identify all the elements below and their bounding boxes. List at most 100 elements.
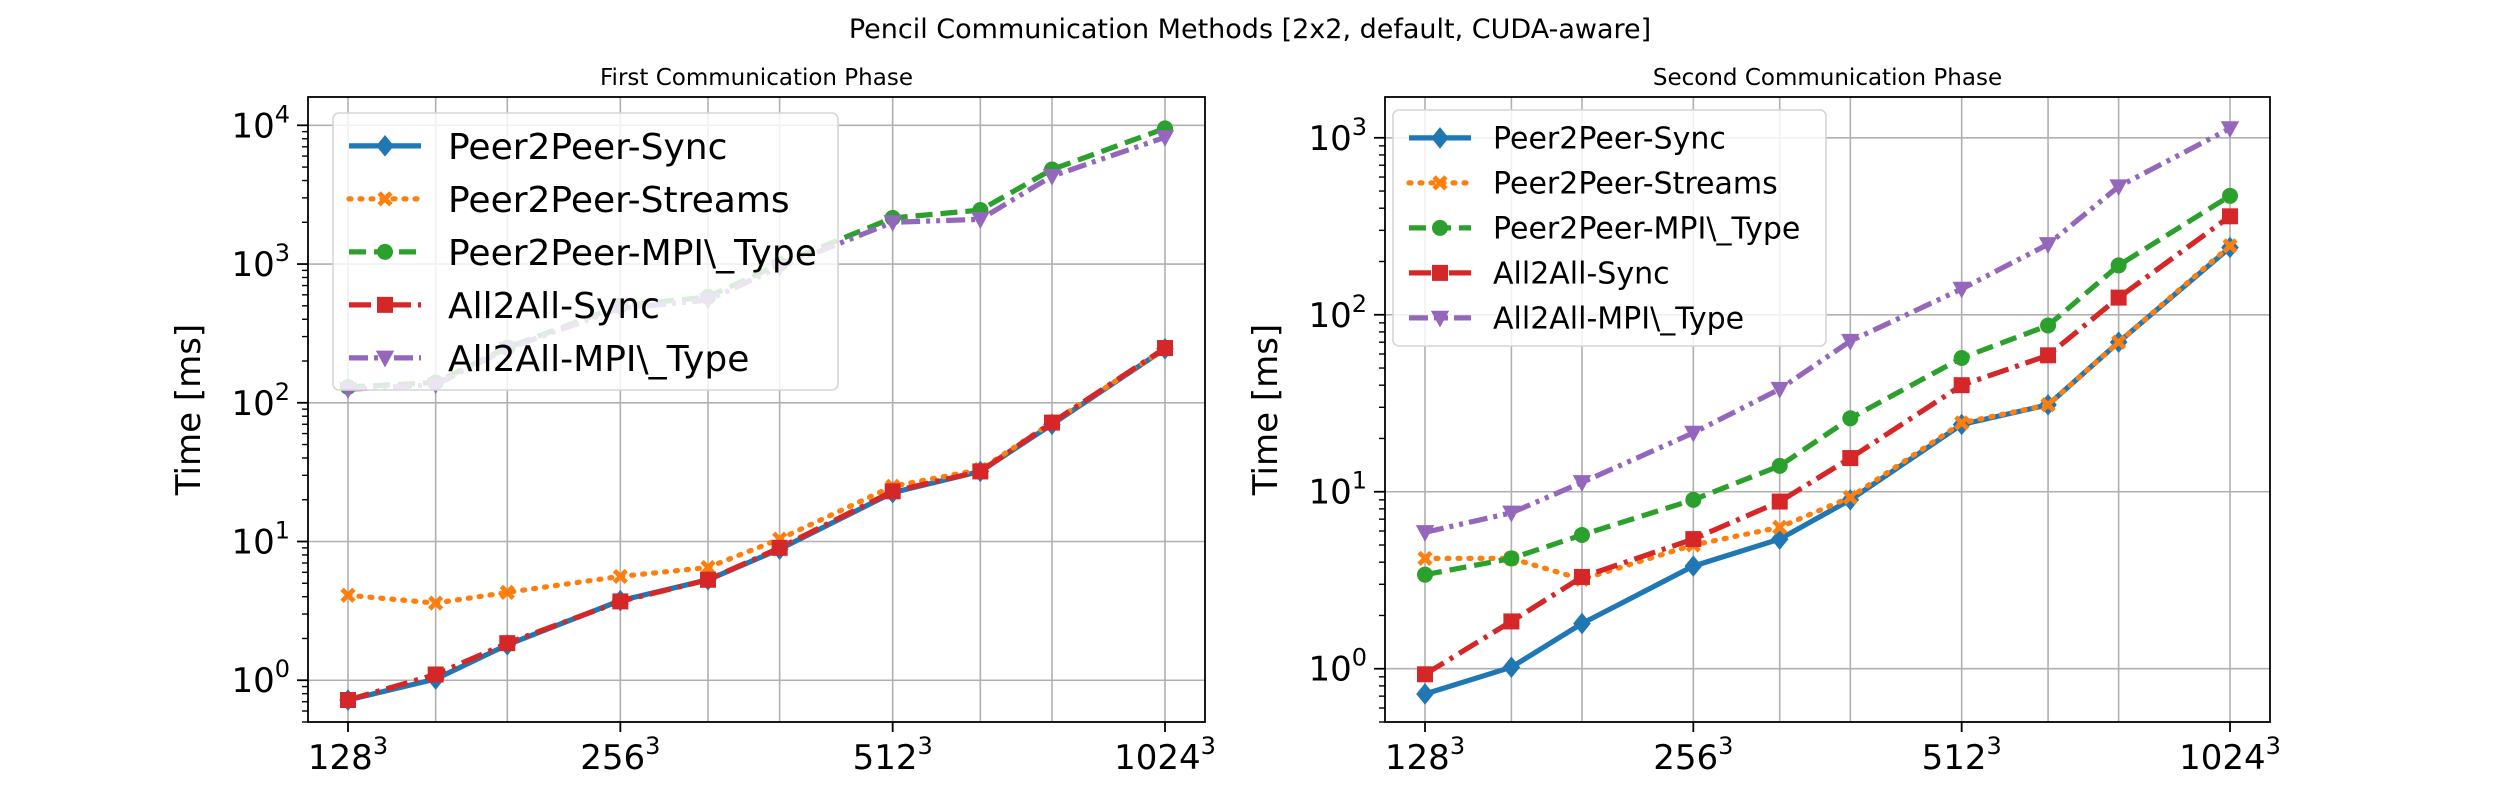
legend-marker (1432, 264, 1448, 281)
data-point (2110, 257, 2127, 274)
data-point (2222, 238, 2238, 254)
data-point (1685, 531, 1702, 548)
data-point (1952, 281, 1971, 299)
series-line (1424, 126, 2232, 535)
data-point (499, 635, 516, 652)
x-tick-label: 5123 (853, 732, 933, 778)
data-point (2222, 208, 2238, 225)
data-point (1953, 349, 1970, 366)
data-point (700, 559, 716, 576)
data-point (2040, 317, 2057, 334)
series-line (347, 346, 1167, 703)
data-point (1684, 425, 1703, 443)
data-point (884, 483, 901, 500)
data-point (1954, 415, 1970, 431)
legend-box (332, 112, 839, 391)
legend: Peer2Peer-Sync Peer2Peer-Streams Peer2Peer… (1392, 109, 1827, 347)
data-point (2038, 237, 2058, 254)
data-point (1684, 555, 1703, 577)
data-point (1771, 493, 1788, 510)
legend-label: All2All-Sync (1493, 257, 1670, 292)
series-all2all-mpi-type (1415, 121, 2240, 542)
data-point (499, 584, 515, 600)
data-point (2109, 179, 2128, 197)
legend-marker (375, 350, 395, 368)
data-point (1502, 505, 1521, 523)
y-tick-label: 100 (231, 655, 290, 701)
data-point (883, 215, 902, 232)
chart-second-phase: Second Communication Phase Time [ms] 100 10… (1246, 65, 2281, 778)
y-tick-label: 103 (231, 239, 290, 285)
data-point (1772, 519, 1788, 535)
data-point (1417, 550, 1433, 567)
legend-marker (1431, 127, 1449, 149)
data-point (1842, 410, 1859, 427)
series-peer2peer-sync (339, 337, 1174, 711)
legend-label: Peer2Peer-Streams (1493, 167, 1778, 202)
data-point (1157, 340, 1173, 357)
data-point (1043, 414, 1060, 431)
data-point (700, 571, 717, 588)
data-point (1503, 613, 1520, 630)
data-point (1503, 550, 1520, 567)
y-tick-label: 102 (231, 378, 290, 424)
series-line (1423, 214, 2232, 677)
series-peer2peer-mpi-type (1417, 187, 2238, 583)
x-tick-label: 10243 (1114, 732, 1216, 778)
axes-frame (307, 96, 1206, 723)
data-point (612, 593, 629, 610)
legend: Peer2Peer-Sync Peer2Peer-Streams Peer2Peer… (332, 112, 839, 391)
x-tick-label: 2563 (1653, 732, 1733, 778)
legend-label: Peer2Peer-Streams (448, 180, 790, 221)
legend-label: All2All-Sync (448, 286, 660, 327)
legend-marker (377, 296, 393, 313)
data-point (1573, 568, 1590, 585)
data-point (1685, 491, 1702, 508)
data-point (1573, 526, 1590, 543)
data-point (1416, 683, 1434, 705)
series-line (345, 346, 1168, 606)
y-tick-label: 102 (1308, 290, 1367, 336)
figure-title: Pencil Communication Methods [2x2, defau… (849, 14, 1651, 45)
x-tick-label: 1283 (308, 732, 388, 778)
series-line (347, 345, 1167, 703)
data-point (2040, 397, 2056, 413)
data-point (340, 692, 356, 709)
legend-label: All2All-MPI\_Type (1493, 302, 1744, 337)
data-point (1502, 656, 1521, 679)
data-point (1842, 450, 1859, 467)
y-tick-label: 103 (1308, 113, 1367, 159)
data-point (972, 463, 989, 480)
axes-frame (1384, 96, 2271, 723)
x-tick-label: 1283 (1385, 732, 1465, 778)
legend-marker (1432, 219, 1448, 236)
data-point (1770, 381, 1789, 399)
y-tick-label: 100 (1308, 644, 1367, 690)
data-point (1042, 168, 1062, 186)
series-all2all-sync (340, 340, 1173, 709)
legend-box (1392, 109, 1827, 347)
y-axis-label: Time [ms] (1246, 324, 1286, 496)
data-point (1842, 489, 1858, 505)
legend-label: Peer2Peer-Sync (1493, 122, 1726, 157)
y-tick-label: 101 (231, 517, 290, 563)
data-point (1155, 130, 1175, 147)
data-point (340, 587, 356, 603)
data-point (771, 539, 788, 556)
data-point (1572, 475, 1592, 492)
legend-label: Peer2Peer-MPI\_Type (448, 233, 817, 274)
data-point (2220, 121, 2240, 138)
data-point (1415, 525, 1435, 542)
chart-first-phase: First Communication Phase Time [ms] 100 101… (169, 65, 1216, 778)
data-point (1417, 666, 1433, 683)
x-tick-label: 5123 (1922, 732, 2002, 778)
data-point (612, 568, 628, 585)
x-tick-label: 10243 (2179, 732, 2281, 778)
data-point (427, 666, 444, 683)
legend-marker (1430, 310, 1450, 328)
legend-label: Peer2Peer-Sync (448, 127, 727, 168)
data-point (428, 595, 444, 611)
data-point (1953, 377, 1970, 394)
data-point (2111, 334, 2127, 350)
